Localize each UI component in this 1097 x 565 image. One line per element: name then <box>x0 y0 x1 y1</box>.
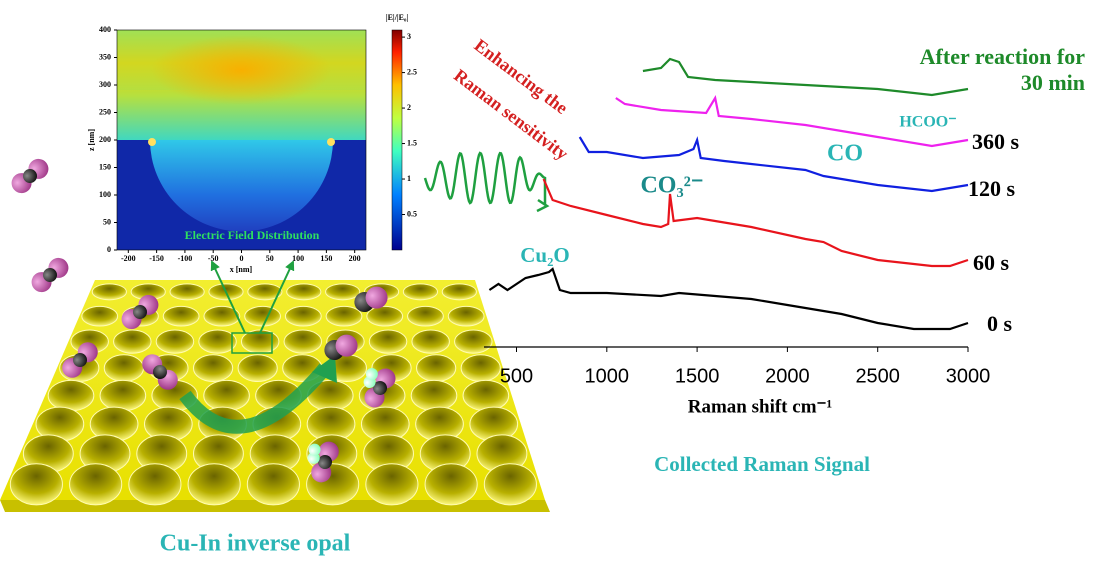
colorbar-tick-label: 0.5 <box>407 209 417 218</box>
pore <box>245 306 281 326</box>
pore <box>455 330 493 353</box>
pore <box>204 380 250 410</box>
colorbar-tick-label: 2 <box>407 103 411 112</box>
pore <box>442 284 476 300</box>
pore <box>326 284 360 300</box>
pore <box>448 306 484 326</box>
pore <box>284 330 322 353</box>
colorbar-tick-label: 1 <box>407 174 411 183</box>
pore <box>163 306 199 326</box>
x-tick-label: 3000 <box>946 365 991 387</box>
chart-title: Collected Raman Signal <box>654 452 870 476</box>
pore <box>156 330 194 353</box>
x-tick-label: -50 <box>208 254 219 263</box>
pore <box>461 355 500 382</box>
y-tick-label: 100 <box>99 190 111 199</box>
x-tick-label: 100 <box>292 254 304 263</box>
pore <box>193 355 232 382</box>
annotation: Cu₂O <box>520 243 569 267</box>
x-tick-label: 2500 <box>855 365 900 387</box>
pore <box>411 380 457 410</box>
y-tick-label: 200 <box>99 135 111 144</box>
annotation: CO₃²⁻ <box>640 173 703 199</box>
pore <box>170 284 204 300</box>
pore <box>199 330 237 353</box>
x-tick-label: 2000 <box>765 365 810 387</box>
y-tick-label: 300 <box>99 80 111 89</box>
pore <box>425 464 477 505</box>
colorbar <box>392 30 402 250</box>
pore <box>188 464 240 505</box>
figure: -200-150-100-500501001502000501001502002… <box>0 0 1097 565</box>
x-tick-label: 0 <box>240 254 244 263</box>
field-map <box>117 30 366 250</box>
molecule <box>7 155 52 197</box>
pore <box>408 306 444 326</box>
pore <box>367 306 403 326</box>
pore <box>285 306 321 326</box>
x-tick-label: 150 <box>320 254 332 263</box>
x-tick-label: -200 <box>121 254 136 263</box>
pore <box>416 355 455 382</box>
x-tick-label: 50 <box>266 254 274 263</box>
spectrum <box>489 269 968 329</box>
y-tick-label: 50 <box>103 217 111 226</box>
heatmap-title: Electric Field Distribution <box>185 228 320 242</box>
x-axis-label: x [nm] <box>230 265 253 274</box>
x-tick-label: -150 <box>149 254 164 263</box>
x-tick-label: 1500 <box>675 365 720 387</box>
spectrum <box>580 137 968 191</box>
y-tick-label: 400 <box>99 25 111 34</box>
annotation: CO <box>827 141 863 167</box>
pore <box>104 355 143 382</box>
series-label-box: After reaction for 30 min <box>905 44 1095 104</box>
y-tick-label: 150 <box>99 162 111 171</box>
series-label: 60 s <box>973 250 1010 275</box>
figure-label: Cu-In inverse opal <box>160 531 351 557</box>
figure-canvas: -200-150-100-500501001502000501001502002… <box>0 0 1097 565</box>
x-axis-label: Raman shift cm⁻¹ <box>688 396 833 417</box>
series-label: 360 s <box>972 129 1020 154</box>
series-label: 120 s <box>968 176 1016 201</box>
pore <box>412 330 450 353</box>
y-axis-label: z [nm] <box>87 129 96 151</box>
x-tick-label: 1000 <box>585 365 630 387</box>
pore <box>238 355 277 382</box>
spectrum <box>544 179 968 266</box>
pore <box>92 284 126 300</box>
colorbar-tick-label: 3 <box>407 32 411 41</box>
colorbar-tick-label: 1.5 <box>407 138 417 147</box>
y-tick-label: 350 <box>99 52 111 61</box>
colorbar-label: |E|/|E₀| <box>386 13 409 22</box>
colorbar-tick-label: 2.5 <box>407 67 417 76</box>
x-tick-label: 500 <box>500 365 533 387</box>
pore <box>366 464 418 505</box>
pore <box>10 464 62 505</box>
pore <box>326 306 362 326</box>
pore <box>129 464 181 505</box>
annotation: HCOO⁻ <box>899 114 956 131</box>
y-tick-label: 250 <box>99 107 111 116</box>
molecule <box>27 254 72 296</box>
y-tick-label: 0 <box>107 245 111 254</box>
pore <box>484 464 536 505</box>
pore <box>70 464 122 505</box>
light-wave <box>425 153 545 205</box>
x-tick-label: -100 <box>178 254 193 263</box>
pore <box>369 330 407 353</box>
pore <box>100 380 146 410</box>
pore <box>114 330 152 353</box>
pore <box>287 284 321 300</box>
pore <box>82 306 118 326</box>
series-label: 0 s <box>987 311 1013 336</box>
series-label: After reaction for 30 min <box>905 44 1085 96</box>
pore <box>48 380 94 410</box>
pore <box>403 284 437 300</box>
x-tick-label: 200 <box>349 254 361 263</box>
pore <box>247 464 299 505</box>
